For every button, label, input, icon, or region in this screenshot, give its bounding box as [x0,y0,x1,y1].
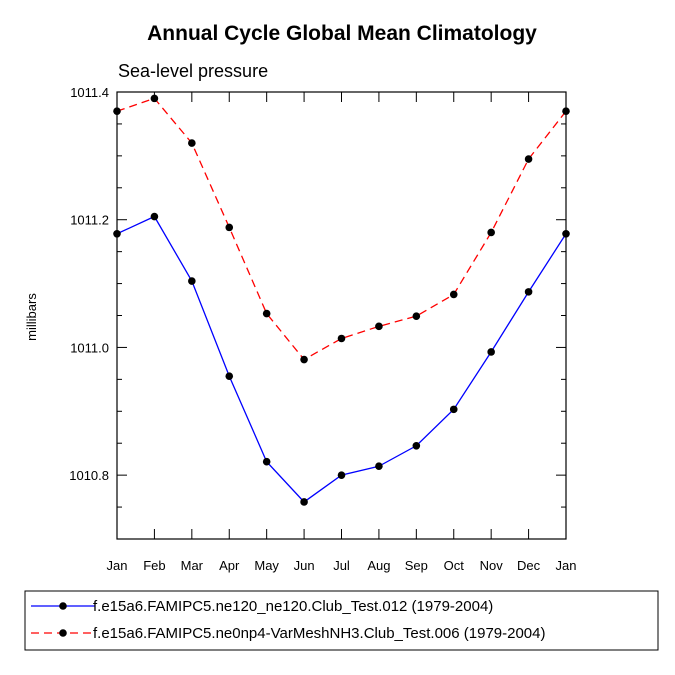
x-tick-label: Jun [294,558,315,573]
data-point-series-1 [188,277,196,285]
data-point-series-1 [524,288,533,296]
series-line-2 [116,97,567,361]
data-point-series-2 [150,94,159,103]
data-point-series-1 [150,212,159,221]
data-point-series-2 [375,322,383,331]
legend-marker-1 [59,602,67,610]
data-point-series-2 [300,355,308,364]
legend-box [24,590,659,651]
legend-marker-2 [59,629,67,637]
data-point-series-2 [412,312,421,320]
x-tick-label: Jul [333,558,350,573]
x-tick-label: May [254,558,279,573]
legend-label-2: f.e15a6.FAMIPC5.ne0np4-VarMeshNH3.Club_T… [93,625,545,642]
y-tick-label: 1010.8 [69,468,109,483]
y-tick-label: 1011.0 [70,340,109,355]
x-tick-label: Aug [367,558,390,573]
data-point-series-1 [562,229,570,238]
x-tick-label: Oct [444,558,465,573]
data-point-series-2 [113,107,121,115]
data-point-series-1 [300,498,308,506]
data-point-series-1 [113,229,121,238]
y-tick-label: 1011.2 [70,213,109,228]
series-line-1 [116,215,567,503]
chart-title: Annual Cycle Global Mean Climatology [147,22,537,45]
x-tick-label: Nov [480,558,504,573]
legend-label-1: f.e15a6.FAMIPC5.ne120_ne120.Club_Test.01… [93,598,493,615]
data-point-series-1 [375,462,383,471]
data-point-series-2 [524,155,533,163]
data-point-series-1 [225,372,234,380]
y-tick-label: 1011.4 [70,85,109,100]
y-axis-label: millibars [24,293,39,341]
x-tick-label: Jan [107,558,128,573]
x-tick-label: Feb [143,558,165,573]
x-tick-label: Jan [556,558,577,573]
data-point-series-1 [487,348,495,356]
x-tick-label: Sep [405,558,428,573]
data-point-series-2 [562,107,570,115]
data-point-series-2 [225,223,234,232]
data-point-series-2 [487,228,495,237]
x-tick-label: Mar [181,558,204,573]
x-tick-label: Apr [219,558,240,573]
chart-subtitle: Sea-level pressure [118,61,268,81]
data-point-series-2 [262,309,271,318]
data-point-series-1 [262,457,271,466]
data-point-series-1 [449,405,458,414]
data-point-series-2 [337,334,346,343]
data-point-series-1 [412,441,421,450]
data-point-series-1 [337,471,346,479]
data-point-series-2 [188,139,196,147]
data-point-series-2 [449,290,458,299]
x-tick-label: Dec [517,558,541,573]
